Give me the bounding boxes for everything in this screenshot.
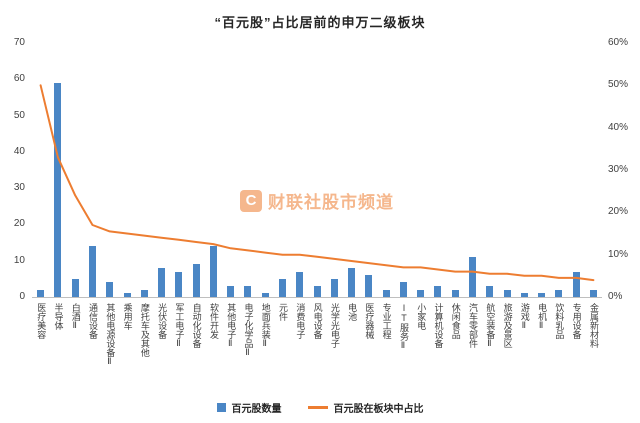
- bar: [365, 275, 373, 297]
- bar-swatch-icon: [216, 403, 226, 412]
- x-axis-label: 航空装备Ⅱ: [485, 303, 496, 349]
- right-axis-tick: 30%: [608, 164, 629, 175]
- watermark-text: 财联社股市频道: [268, 193, 394, 212]
- right-axis-tick: 40%: [608, 121, 629, 133]
- bar: [555, 289, 563, 297]
- x-axis-label: 军工电子Ⅱ: [174, 303, 185, 349]
- x-axis-label: 电子化学品Ⅱ: [243, 303, 254, 358]
- x-axis-label: 消费电子: [295, 303, 306, 339]
- bar: [330, 278, 338, 297]
- x-axis-label: IT服务Ⅱ: [398, 303, 409, 351]
- line-swatch-icon: [307, 406, 328, 409]
- bar: [192, 264, 200, 297]
- bar: [71, 278, 79, 297]
- x-axis-label: 摩托车及其他: [139, 303, 150, 357]
- bar: [572, 271, 580, 297]
- x-axis-label: 乘用车: [122, 303, 133, 330]
- bar: [382, 289, 390, 297]
- watermark: C 财联社股市频道: [32, 188, 602, 213]
- chart-title: “百元股”占比居前的申万二级板块: [214, 15, 426, 30]
- x-axis-label: 电机Ⅱ: [537, 303, 548, 331]
- bar: [37, 289, 45, 297]
- left-axis-tick: 30: [13, 182, 25, 194]
- x-axis-label: 地面兵装Ⅱ: [260, 303, 271, 349]
- x-axis-label: 专用设备: [571, 303, 582, 339]
- left-axis-tick: 10: [13, 254, 25, 266]
- bar: [399, 282, 407, 297]
- x-axis-label: 饮料乳品: [554, 303, 565, 339]
- legend-label-bar: 百元股数量: [231, 404, 282, 415]
- plot-area: [32, 43, 602, 298]
- x-axis-label: 医疗美容: [36, 303, 47, 339]
- x-axis-label: 通信设备: [88, 303, 99, 339]
- bar: [348, 267, 356, 297]
- left-axis-tick: 60: [13, 73, 25, 85]
- right-axis-tick: 0%: [608, 291, 623, 302]
- x-axis-label: 汽车零部件: [468, 303, 479, 348]
- bar: [296, 271, 304, 297]
- x-axis-label: 风电设备: [312, 303, 323, 339]
- bar: [123, 293, 131, 297]
- right-axis-tick: 60%: [608, 37, 629, 48]
- bar: [451, 289, 459, 297]
- x-axis-label: 金属新材料: [588, 303, 599, 348]
- bar: [175, 271, 183, 297]
- bar: [140, 289, 148, 297]
- x-axis-label: 医疗器械: [364, 303, 375, 339]
- x-axis-label: 小家电: [416, 303, 427, 330]
- bar: [520, 293, 528, 297]
- x-axis-label: 计算机设备: [433, 303, 444, 348]
- bar: [503, 289, 511, 297]
- bar: [261, 293, 269, 297]
- x-axis-label: 半导体: [53, 303, 64, 330]
- x-axis-label: 电池: [347, 303, 358, 321]
- right-axis-tick: 50%: [608, 79, 629, 91]
- x-axis-label: 软件开发: [208, 303, 219, 339]
- bar: [209, 246, 217, 297]
- x-axis-label: 旅游及景区: [502, 303, 513, 348]
- legend: 百元股数量 百元股在板块中占比: [0, 400, 640, 415]
- x-axis-label: 元件: [278, 303, 289, 321]
- left-axis-tick: 40: [13, 145, 25, 157]
- bar: [244, 286, 252, 297]
- left-axis-tick: 0: [19, 291, 25, 302]
- bar: [106, 282, 114, 297]
- legend-item-line: 百元股在板块中占比: [307, 400, 424, 415]
- right-axis-tick: 10%: [608, 248, 629, 260]
- legend-item-bar: 百元股数量: [216, 400, 282, 415]
- x-axis-label: 其他电源设备Ⅱ: [105, 303, 116, 367]
- x-axis-label: 白酒Ⅱ: [70, 303, 81, 331]
- watermark-logo-icon: C: [240, 189, 262, 212]
- left-axis-tick: 20: [13, 218, 25, 230]
- bar: [158, 267, 166, 297]
- bar: [227, 286, 235, 297]
- bar: [589, 289, 597, 297]
- left-axis-tick: 70: [13, 37, 25, 48]
- right-axis-tick: 20%: [608, 206, 629, 218]
- x-axis-label: 光伏设备: [157, 303, 168, 339]
- x-axis-label: 休闲食品: [450, 303, 461, 339]
- bar: [313, 286, 321, 297]
- bar: [417, 289, 425, 297]
- bar: [538, 293, 546, 297]
- bar: [88, 246, 96, 297]
- x-axis-label: 光学光电子: [329, 303, 340, 348]
- legend-label-line: 百元股在板块中占比: [333, 404, 424, 415]
- left-axis-tick: 50: [13, 109, 25, 121]
- bar: [434, 286, 442, 297]
- x-axis-label: 专业工程: [381, 303, 392, 339]
- x-axis-label: 其他电子Ⅱ: [226, 303, 237, 349]
- x-axis-label: 游戏Ⅱ: [519, 303, 530, 331]
- bar: [486, 286, 494, 297]
- x-axis-label: 自动化设备: [191, 303, 202, 348]
- bar: [278, 278, 286, 297]
- bar: [468, 257, 476, 297]
